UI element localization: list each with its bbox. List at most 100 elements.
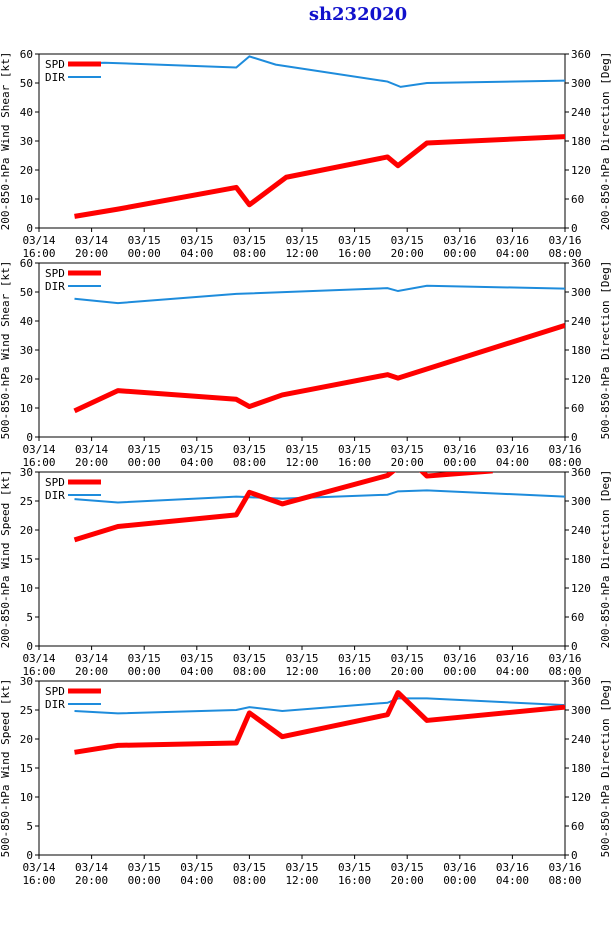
x-tick-label-time: 08:00 xyxy=(233,456,266,469)
y-tick-label: 20 xyxy=(20,373,33,386)
x-tick-label-time: 12:00 xyxy=(285,247,318,260)
x-tick-label-date: 03/15 xyxy=(391,652,424,665)
x-tick-label-time: 00:00 xyxy=(443,874,476,887)
x-tick-label-time: 00:00 xyxy=(128,665,161,678)
x-tick-label-time: 20:00 xyxy=(75,456,108,469)
y-tick-label: 15 xyxy=(20,762,33,775)
y2-tick-label: 0 xyxy=(571,431,578,444)
y2-tick-label: 0 xyxy=(571,849,578,862)
x-tick-label-time: 20:00 xyxy=(391,874,424,887)
x-tick-label-date: 03/15 xyxy=(338,443,371,456)
y2-axis-label: 500-850-hPa Direction [Deg] xyxy=(599,261,612,440)
x-tick-label-date: 03/15 xyxy=(180,443,213,456)
legend-dir-label: DIR xyxy=(45,71,65,84)
x-tick-label-date: 03/15 xyxy=(285,652,318,665)
x-tick-label-time: 08:00 xyxy=(233,665,266,678)
x-tick-label-time: 16:00 xyxy=(338,247,371,260)
spd-series-line xyxy=(74,134,565,219)
y-tick-label: 40 xyxy=(20,106,33,119)
y2-tick-label: 300 xyxy=(571,495,591,508)
x-tick-label-date: 03/15 xyxy=(128,234,161,247)
y2-tick-label: 60 xyxy=(571,402,584,415)
y-tick-label: 20 xyxy=(20,164,33,177)
x-tick-label-time: 04:00 xyxy=(180,456,213,469)
x-tick-label-date: 03/15 xyxy=(338,652,371,665)
plot-frame xyxy=(38,680,566,856)
y-tick-label: 60 xyxy=(20,48,33,61)
x-tick-label-date: 03/14 xyxy=(22,861,55,874)
y-tick-label: 0 xyxy=(26,640,33,653)
x-tick-label-date: 03/15 xyxy=(128,443,161,456)
x-tick-label-date: 03/16 xyxy=(443,443,476,456)
y-axis-label: 500-850-hPa Wind Shear [kt] xyxy=(0,261,12,440)
y-tick-label: 10 xyxy=(20,402,33,415)
legend-dir-label: DIR xyxy=(45,698,65,711)
x-tick-label-time: 08:00 xyxy=(233,247,266,260)
y-tick-label: 40 xyxy=(20,315,33,328)
dir-series-line xyxy=(74,284,565,305)
legend-dir-label: DIR xyxy=(45,280,65,293)
y2-tick-label: 300 xyxy=(571,704,591,717)
x-tick-label-time: 08:00 xyxy=(548,665,581,678)
y-tick-label: 5 xyxy=(26,611,33,624)
x-tick-label-time: 08:00 xyxy=(233,874,266,887)
legend-spd-label: SPD xyxy=(45,267,65,280)
x-tick-label-time: 04:00 xyxy=(180,247,213,260)
legend-dir-label: DIR xyxy=(45,489,65,502)
x-tick-label-time: 00:00 xyxy=(128,456,161,469)
y2-tick-label: 180 xyxy=(571,762,591,775)
x-tick-label-time: 00:00 xyxy=(443,456,476,469)
x-tick-label-date: 03/15 xyxy=(180,652,213,665)
dir-series-line xyxy=(74,489,565,504)
x-tick-label-time: 16:00 xyxy=(338,456,371,469)
y2-tick-label: 180 xyxy=(571,553,591,566)
y2-axis-label: 500-850-hPa Direction [Deg] xyxy=(599,679,612,858)
y2-tick-label: 180 xyxy=(571,344,591,357)
y2-tick-label: 360 xyxy=(571,48,591,61)
x-tick-label-time: 04:00 xyxy=(496,665,529,678)
x-tick-label-date: 03/14 xyxy=(75,443,108,456)
x-tick-label-time: 00:00 xyxy=(128,247,161,260)
y2-axis-label: 200-850-hPa Direction [Deg] xyxy=(599,470,612,649)
x-tick-label-date: 03/15 xyxy=(285,443,318,456)
y-tick-label: 0 xyxy=(26,431,33,444)
x-tick-label-time: 12:00 xyxy=(285,456,318,469)
x-tick-label-date: 03/16 xyxy=(496,652,529,665)
y-tick-label: 0 xyxy=(26,222,33,235)
x-tick-label-time: 16:00 xyxy=(338,665,371,678)
x-tick-label-date: 03/15 xyxy=(338,234,371,247)
y-tick-label: 10 xyxy=(20,582,33,595)
y-tick-label: 30 xyxy=(20,466,33,479)
y2-tick-label: 60 xyxy=(571,193,584,206)
y-tick-label: 15 xyxy=(20,553,33,566)
y-tick-label: 30 xyxy=(20,675,33,688)
x-tick-label-date: 03/15 xyxy=(338,861,371,874)
x-tick-label-date: 03/15 xyxy=(233,443,266,456)
y-tick-label: 50 xyxy=(20,286,33,299)
y-tick-label: 60 xyxy=(20,257,33,270)
x-tick-label-time: 04:00 xyxy=(496,456,529,469)
y2-tick-label: 120 xyxy=(571,373,591,386)
x-tick-label-time: 08:00 xyxy=(548,247,581,260)
x-tick-label-date: 03/16 xyxy=(496,234,529,247)
x-tick-label-time: 20:00 xyxy=(75,874,108,887)
x-tick-label-date: 03/14 xyxy=(75,652,108,665)
x-tick-label-date: 03/15 xyxy=(391,234,424,247)
y2-tick-label: 360 xyxy=(571,466,591,479)
x-tick-label-time: 20:00 xyxy=(391,247,424,260)
x-tick-label-date: 03/15 xyxy=(180,234,213,247)
dir-series-line xyxy=(74,55,565,88)
y-axis-label: 200-850-hPa Wind Shear [kt] xyxy=(0,52,12,231)
x-tick-label-time: 12:00 xyxy=(285,874,318,887)
x-tick-label-date: 03/16 xyxy=(548,652,581,665)
x-tick-label-date: 03/16 xyxy=(548,861,581,874)
x-tick-label-date: 03/16 xyxy=(443,652,476,665)
y2-tick-label: 240 xyxy=(571,524,591,537)
x-tick-label-time: 12:00 xyxy=(285,665,318,678)
y2-tick-label: 240 xyxy=(571,315,591,328)
y-tick-label: 30 xyxy=(20,135,33,148)
y2-tick-label: 240 xyxy=(571,106,591,119)
x-tick-label-time: 16:00 xyxy=(22,665,55,678)
x-tick-label-date: 03/15 xyxy=(128,652,161,665)
y2-tick-label: 0 xyxy=(571,222,578,235)
